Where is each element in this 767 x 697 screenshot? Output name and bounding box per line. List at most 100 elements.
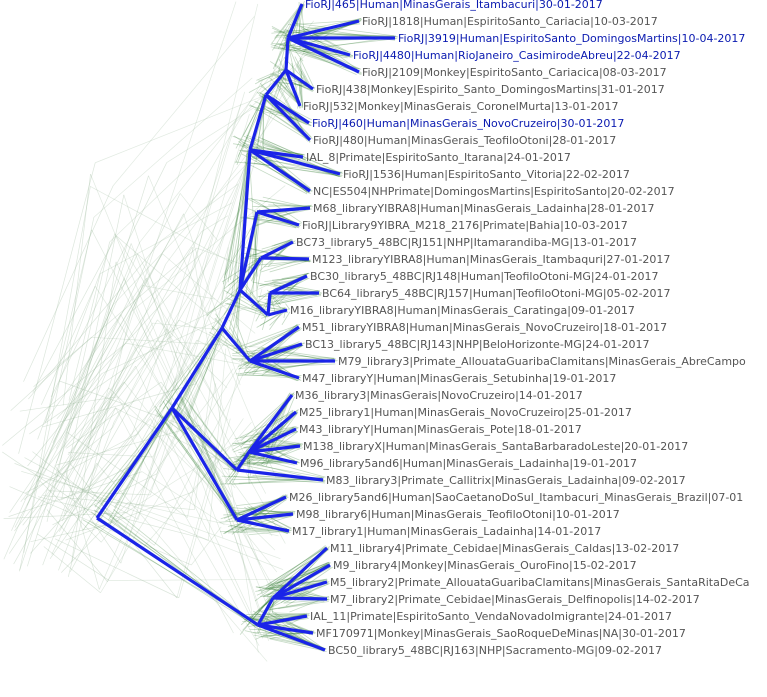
bundle-branch [55, 376, 91, 464]
bundle-branch [264, 293, 317, 300]
consensus-branch [248, 94, 268, 151]
bundle-branch [256, 300, 287, 310]
bundle-branch [270, 44, 359, 73]
bundle-branch [239, 359, 299, 382]
bundle-branch [223, 289, 269, 316]
tip-label: FioRJ|532|Monkey|MinasGerais_CoronelMurt… [303, 100, 618, 113]
bundle-branch [224, 498, 286, 535]
bundle-branch [41, 286, 96, 405]
consensus-branch [269, 274, 308, 295]
tip-label: M43_libraryY|Human|MinasGerais_Pote|18-0… [299, 423, 582, 436]
bundle-branch [185, 327, 225, 420]
bundle-branch [270, 212, 298, 224]
bundle-branch [60, 463, 138, 501]
bundle-branch [252, 209, 261, 295]
bundle-branch [141, 471, 225, 526]
consensus-branch [170, 406, 239, 472]
bundle-branch [263, 562, 331, 598]
bundle-branch [300, 84, 304, 107]
bundle-branch [241, 359, 298, 381]
bundle-branch [233, 475, 326, 484]
bundle-branch [221, 475, 323, 482]
bundle-branch [269, 295, 322, 306]
bundle-branch [229, 525, 290, 534]
bundle-branch [229, 510, 291, 512]
bundle-branch [109, 31, 331, 243]
bundle-branch [232, 507, 293, 514]
consensus-branch [256, 210, 300, 227]
bundle-branch [235, 373, 298, 379]
consensus-branch [248, 444, 301, 454]
bundle-branch [253, 443, 298, 446]
bundle-branch [146, 278, 262, 613]
bundle-branch [3, 512, 128, 519]
bundle-branch [299, 83, 302, 104]
consensus-branch [170, 407, 239, 521]
bundle-branch [231, 290, 242, 343]
bundle-branch [68, 273, 101, 401]
bundle-branch [223, 147, 252, 279]
consensus-branch [257, 614, 308, 627]
bundle-branch [11, 304, 114, 531]
consensus-branch [236, 518, 290, 533]
consensus-branch [247, 410, 298, 454]
bundle-branch [239, 412, 294, 438]
bundle-branch [52, 314, 121, 443]
bundle-branch [18, 162, 96, 454]
bundle-branch [264, 275, 307, 283]
bundle-branch [32, 451, 155, 546]
tip-label: M5_library2|Primate_AllouataGuaribaClami… [330, 576, 750, 589]
bundle-branch [2, 342, 126, 446]
bundle-branch [248, 595, 275, 621]
tip-label: M138_libraryX|Human|MinasGerais_SantaBar… [303, 440, 688, 453]
bundle-branch [254, 97, 267, 159]
tip-label: FioRJ|Library9YIBRA_M218_2176|Primate|Ba… [302, 219, 628, 232]
bundle-branch [270, 46, 348, 59]
bundle-branch [250, 510, 294, 516]
bundle-branch [275, 612, 310, 615]
bundle-branch [245, 612, 308, 619]
bundle-branch [159, 414, 235, 472]
tip-label: M26_library5and6|Human|SaoCaetanoDoSul_I… [289, 491, 743, 504]
consensus-branch [220, 326, 252, 363]
bundle-branch [240, 392, 295, 442]
bundle-branch [67, 328, 167, 456]
bundle-branch [162, 253, 256, 334]
bundle-branch [275, 68, 288, 100]
bundle-branch [271, 3, 304, 44]
bundle-branch [194, 336, 230, 385]
tip-label: BC50_library5_48BC|RJ163|NHP|Sacramento-… [328, 644, 662, 657]
tip-label: M51_libraryYIBRA8|Human|MinasGerais_Novo… [302, 321, 667, 334]
bundle-branch [257, 347, 334, 362]
bundle-branch [249, 597, 271, 620]
bundle-branch [23, 186, 91, 553]
bundle-branch [272, 203, 302, 224]
bundle-branch [13, 246, 193, 565]
bundle-branch [276, 75, 312, 91]
bundle-branch [38, 496, 202, 539]
bundle-branch [166, 107, 255, 163]
bundle-branch [24, 457, 139, 520]
bundle-branch [55, 424, 200, 466]
bundle-branch [278, 601, 329, 610]
bundle-branch [70, 348, 204, 507]
bundle-branch [53, 435, 132, 537]
bundle-branch [227, 149, 248, 283]
consensus-branch [248, 427, 297, 454]
bundle-branch [8, 471, 143, 517]
bundle-branch [32, 235, 117, 393]
bundle-branch [36, 533, 110, 581]
bundle-branch [295, 4, 305, 25]
bundle-branch [130, 185, 286, 312]
tip-label: FioRJ|3919|Human|EspiritoSanto_DomingosM… [398, 32, 745, 45]
consensus-branch [284, 37, 290, 71]
bundle-branch [293, 46, 357, 75]
bundle-branch [10, 337, 92, 411]
tip-label: FioRJ|1536|Human|EspiritoSanto_Vitoria|2… [343, 168, 630, 181]
bundle-branch [296, 19, 357, 25]
tip-label: FioRJ|465|Human|MinasGerais_Itambacuri|3… [305, 0, 603, 11]
bundle-branch [273, 30, 393, 38]
bundle-branch [69, 339, 198, 572]
bundle-branch [130, 243, 261, 565]
bundle-branch [272, 3, 303, 51]
